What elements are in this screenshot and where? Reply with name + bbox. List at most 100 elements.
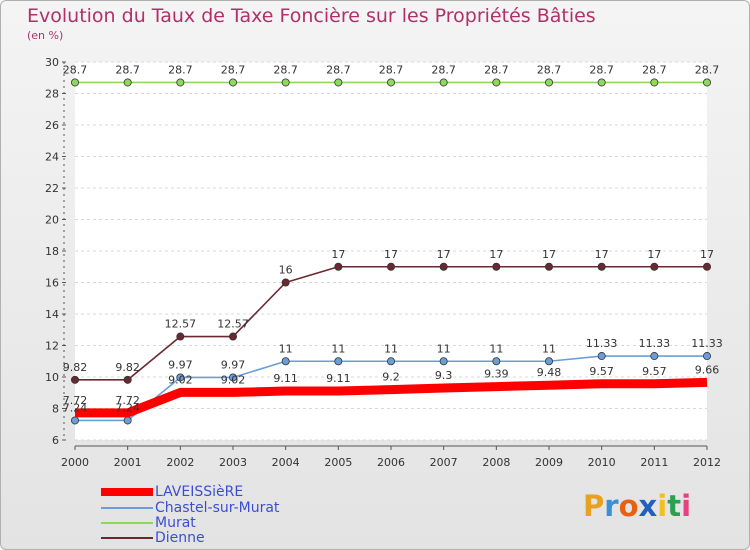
data-point xyxy=(334,262,343,271)
data-point xyxy=(123,375,132,384)
data-label: 28.7 xyxy=(221,63,246,76)
x-tick-label: 2012 xyxy=(693,456,721,469)
data-label: 28.7 xyxy=(63,63,88,76)
y-tick-label: 30 xyxy=(45,56,59,69)
legend-label-murat: Murat xyxy=(155,515,196,531)
data-point xyxy=(281,357,290,366)
legend-swatch-chastel xyxy=(101,507,153,509)
x-tick-label: 2003 xyxy=(219,456,247,469)
x-tick-label: 2007 xyxy=(430,456,458,469)
x-tick-label: 2008 xyxy=(482,456,510,469)
legend-swatch-murat xyxy=(101,522,153,524)
data-label: 17 xyxy=(595,248,609,261)
data-point xyxy=(492,262,501,271)
data-label: 11 xyxy=(331,342,345,355)
x-tick-label: 2004 xyxy=(272,456,300,469)
x-tick-label: 2010 xyxy=(588,456,616,469)
data-label: 9.97 xyxy=(168,358,193,371)
data-point xyxy=(545,78,554,87)
data-label: 17 xyxy=(542,248,556,261)
data-point xyxy=(597,262,606,271)
x-tick-label: 2005 xyxy=(324,456,352,469)
data-point xyxy=(281,278,290,287)
data-point xyxy=(228,78,237,87)
data-point xyxy=(492,78,501,87)
y-tick-label: 14 xyxy=(45,308,59,321)
data-label: 9.82 xyxy=(63,361,88,374)
data-point xyxy=(334,78,343,87)
data-label: 11 xyxy=(384,342,398,355)
data-point xyxy=(650,352,659,361)
logo-letter: i xyxy=(681,489,692,523)
x-tick-label: 2001 xyxy=(114,456,142,469)
data-label: 17 xyxy=(700,248,714,261)
data-label: 12.57 xyxy=(165,318,197,331)
data-label: 11.33 xyxy=(639,337,671,350)
y-tick-label: 26 xyxy=(45,119,59,132)
logo-letter: x xyxy=(638,489,658,523)
x-tick-label: 2000 xyxy=(61,456,89,469)
data-label: 17 xyxy=(647,248,661,261)
data-label: 9.48 xyxy=(537,366,562,379)
data-label: 7.24 xyxy=(115,401,140,414)
data-point xyxy=(650,262,659,271)
logo-letter: i xyxy=(657,489,668,523)
y-tick-label: 28 xyxy=(45,88,59,101)
data-point xyxy=(545,262,554,271)
data-label: 11.33 xyxy=(691,337,723,350)
data-label: 17 xyxy=(489,248,503,261)
data-point xyxy=(386,78,395,87)
y-tick-label: 12 xyxy=(45,340,59,353)
data-point xyxy=(71,78,80,87)
data-label: 28.7 xyxy=(537,63,562,76)
logo-letter: P xyxy=(583,489,605,523)
y-tick-label: 16 xyxy=(45,277,59,290)
y-tick-label: 24 xyxy=(45,151,59,164)
legend-swatch-laveissiere xyxy=(101,488,153,496)
data-label: 9.11 xyxy=(273,372,298,385)
data-label: 28.7 xyxy=(168,63,193,76)
data-point xyxy=(597,352,606,361)
data-label: 9.57 xyxy=(642,365,667,378)
data-label: 9.02 xyxy=(168,373,193,386)
data-label: 9.3 xyxy=(435,369,453,382)
data-label: 28.7 xyxy=(379,63,404,76)
data-point xyxy=(439,78,448,87)
legend-label-dienne: Dienne xyxy=(155,530,205,546)
data-point xyxy=(439,262,448,271)
logo-letter: t xyxy=(667,489,682,523)
legend-label-chastel: Chastel-sur-Murat xyxy=(155,500,280,516)
x-tick-label: 2011 xyxy=(640,456,668,469)
data-label: 28.7 xyxy=(695,63,720,76)
data-label: 9.2 xyxy=(382,371,400,384)
data-label: 9.97 xyxy=(221,358,246,371)
y-tick-label: 18 xyxy=(45,245,59,258)
data-label: 9.39 xyxy=(484,368,509,381)
chart-title: Evolution du Taux de Taxe Foncière sur l… xyxy=(27,5,596,27)
legend-item-murat: Murat xyxy=(101,515,341,531)
data-label: 7.24 xyxy=(63,401,88,414)
data-point xyxy=(703,78,712,87)
data-label: 28.7 xyxy=(642,63,667,76)
data-label: 28.7 xyxy=(589,63,614,76)
y-tick-label: 6 xyxy=(52,434,59,447)
data-point xyxy=(703,352,712,361)
data-label: 17 xyxy=(437,248,451,261)
data-label: 28.7 xyxy=(273,63,298,76)
data-label: 9.82 xyxy=(115,361,140,374)
data-label: 11 xyxy=(489,342,503,355)
data-point xyxy=(703,262,712,271)
data-point xyxy=(176,373,185,382)
data-label: 7.72 xyxy=(115,394,140,407)
legend-item-laveissiere: LAVEISSièRE xyxy=(101,484,341,500)
data-point xyxy=(439,357,448,366)
data-label: 9.57 xyxy=(589,365,614,378)
data-point xyxy=(228,332,237,341)
legend-item-dienne: Dienne xyxy=(101,530,341,546)
data-label: 12.57 xyxy=(217,318,249,331)
logo-letter: r xyxy=(604,489,619,523)
series-line-0 xyxy=(75,377,708,418)
data-label: 17 xyxy=(384,248,398,261)
